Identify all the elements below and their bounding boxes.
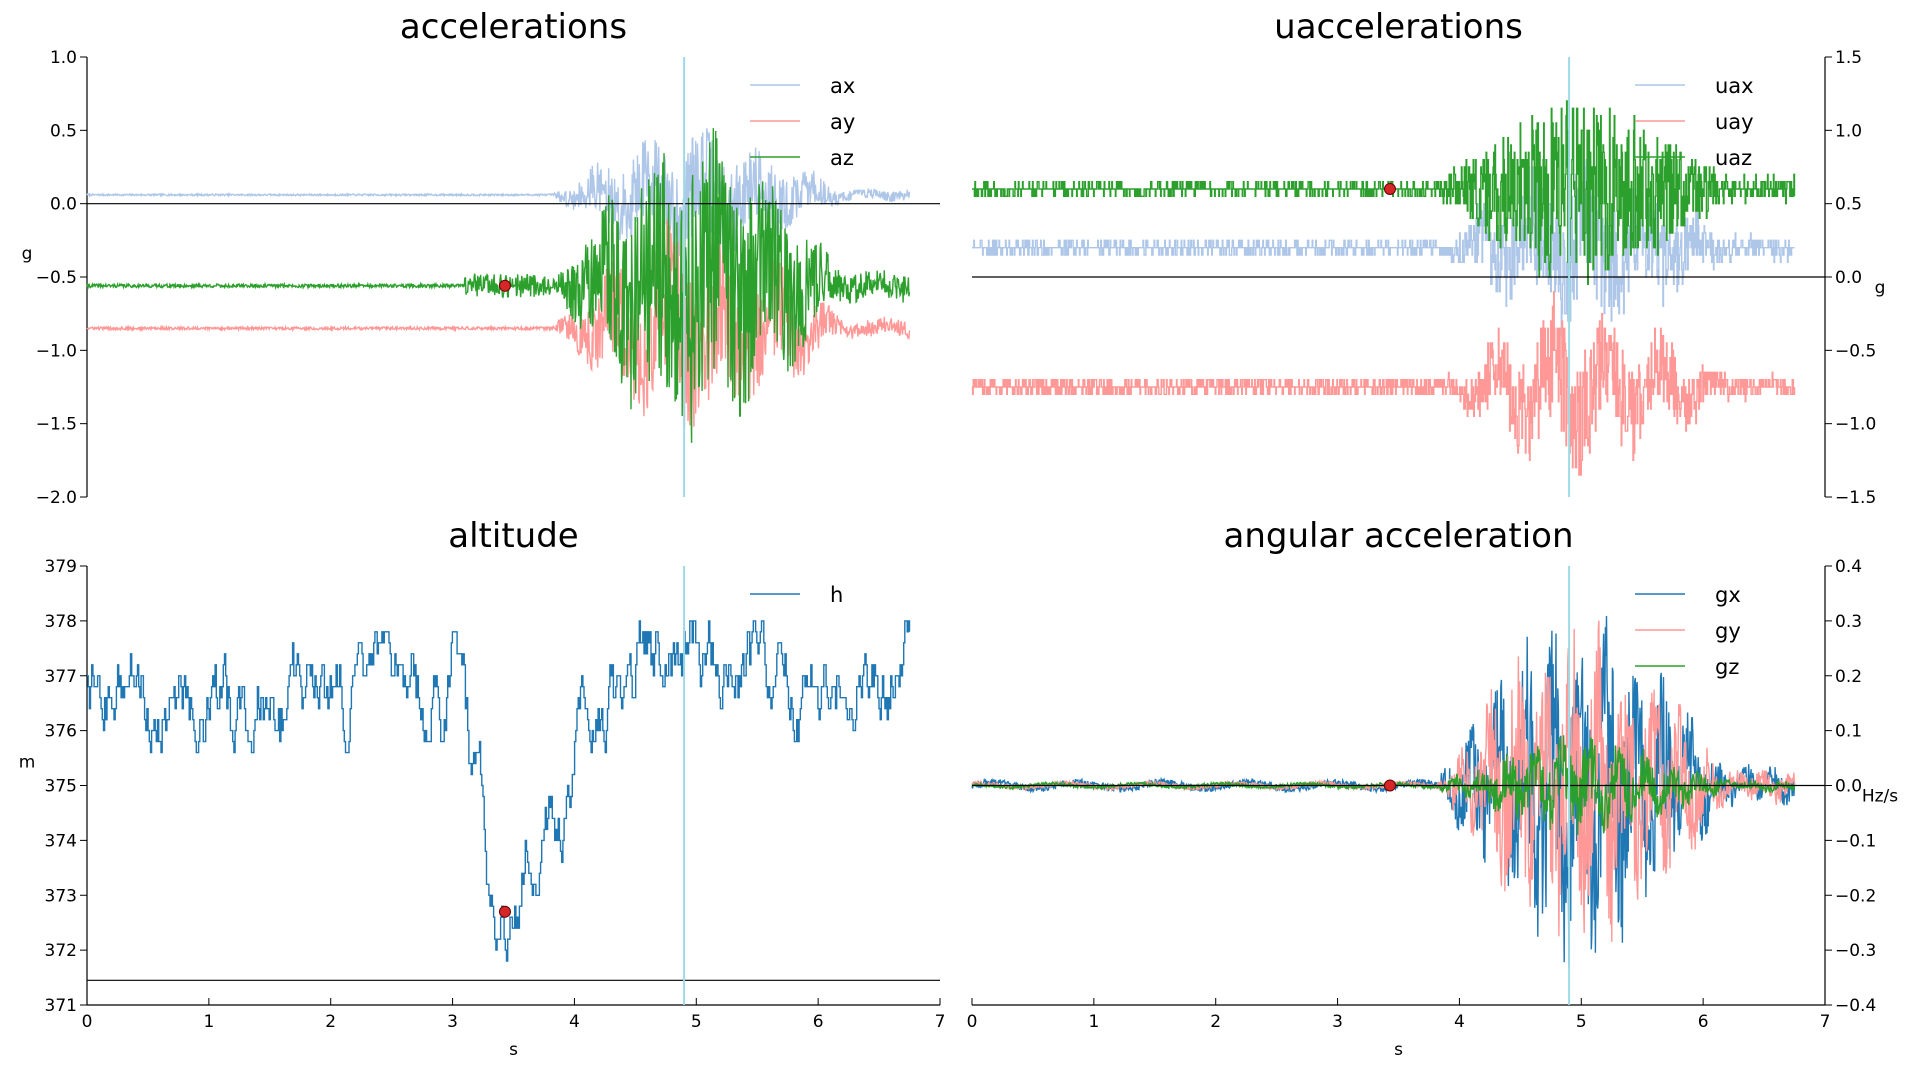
series-line-uaz <box>972 100 1796 285</box>
x-axis-label: s <box>1394 1040 1403 1060</box>
y-tick-label: 1.0 <box>1835 121 1862 141</box>
chart-1: uaccelerations 1.5 1.0 0.5 0.0 −0.5 −1.0 −1.5 g u… <box>971 7 1886 508</box>
marker-point <box>498 279 511 292</box>
y-tick-label: 375 <box>45 777 77 797</box>
x-tick-label: 0 <box>82 1012 93 1032</box>
x-tick-label: 0 <box>967 1012 978 1032</box>
chart-0: accelerations 1.0 0.5 0.0 −0.5 −1.0 −1.5 −2.0 g a… <box>22 7 940 508</box>
legend-label-uay: uay <box>1715 110 1754 134</box>
x-tick-label: 7 <box>935 1012 946 1032</box>
chart-3: angular acceleration 0.4 0.3 0.2 0.1 0.0 −0.1 −… <box>967 516 1899 1060</box>
y-tick-label: 0.0 <box>50 195 77 215</box>
y-tick-label: 378 <box>45 612 77 632</box>
x-tick-label: 2 <box>1210 1012 1221 1032</box>
y-tick-label: −1.0 <box>1835 415 1876 435</box>
legend-label-h: h <box>830 583 843 607</box>
series-line-az <box>86 128 911 443</box>
x-tick-label: 5 <box>1576 1012 1587 1032</box>
chart-title: accelerations <box>400 7 627 47</box>
y-tick-label: −1.5 <box>1835 488 1876 508</box>
y-axis-label: g <box>22 244 33 264</box>
y-tick-label: 1.5 <box>1835 48 1862 68</box>
x-tick-label: 2 <box>325 1012 336 1032</box>
x-tick-label: 4 <box>569 1012 580 1032</box>
legend-label-gy: gy <box>1715 619 1741 643</box>
y-tick-label: −0.5 <box>36 268 77 288</box>
y-tick-label: 0.0 <box>1835 777 1862 797</box>
y-tick-label: 0.3 <box>1835 612 1862 632</box>
x-tick-label: 6 <box>813 1012 824 1032</box>
y-tick-label: 0.0 <box>1835 268 1862 288</box>
x-tick-label: 7 <box>1820 1012 1831 1032</box>
x-tick-label: 1 <box>1088 1012 1099 1032</box>
y-tick-label: −1.5 <box>36 415 77 435</box>
legend-label-uaz: uaz <box>1715 146 1752 170</box>
legend-label-uax: uax <box>1715 74 1754 98</box>
y-tick-label: 376 <box>45 722 77 742</box>
y-tick-label: −0.4 <box>1835 996 1876 1016</box>
series-line-uay <box>971 291 1796 476</box>
legend-label-ax: ax <box>830 74 855 98</box>
y-tick-label: 373 <box>45 886 77 906</box>
marker-point <box>498 905 511 918</box>
y-tick-label: 0.5 <box>50 121 77 141</box>
series-line-gy <box>971 620 1796 942</box>
y-tick-label: 0.4 <box>1835 557 1862 577</box>
y-axis-label: g <box>1875 278 1886 298</box>
x-tick-label: 5 <box>691 1012 702 1032</box>
series-line-h <box>87 620 911 962</box>
y-tick-label: 377 <box>45 667 77 687</box>
y-tick-label: 0.5 <box>1835 195 1862 215</box>
x-tick-label: 6 <box>1698 1012 1709 1032</box>
chart-title: uaccelerations <box>1274 7 1523 47</box>
y-tick-label: −0.5 <box>1835 341 1876 361</box>
y-tick-label: −0.2 <box>1835 886 1876 906</box>
x-tick-label: 3 <box>447 1012 458 1032</box>
marker-point <box>1383 779 1396 792</box>
x-tick-label: 3 <box>1332 1012 1343 1032</box>
x-tick-label: 4 <box>1454 1012 1465 1032</box>
x-tick-label: 1 <box>203 1012 214 1032</box>
legend-label-gz: gz <box>1715 655 1739 679</box>
marker-point <box>1383 183 1396 195</box>
x-axis-label: s <box>509 1040 518 1060</box>
y-tick-label: 371 <box>45 996 77 1016</box>
y-tick-label: 0.1 <box>1835 722 1862 742</box>
y-tick-label: 1.0 <box>50 48 77 68</box>
y-tick-label: 374 <box>45 831 77 851</box>
y-tick-label: −2.0 <box>36 488 77 508</box>
y-axis-label: m <box>19 753 36 773</box>
y-tick-label: 372 <box>45 941 77 961</box>
y-tick-label: −1.0 <box>36 341 77 361</box>
y-tick-label: 379 <box>45 557 77 577</box>
y-tick-label: 0.2 <box>1835 667 1862 687</box>
chart-title: angular acceleration <box>1223 516 1573 556</box>
series-line-uax <box>972 151 1795 337</box>
legend-label-gx: gx <box>1715 583 1741 607</box>
y-tick-label: −0.1 <box>1835 831 1876 851</box>
legend-label-az: az <box>830 146 854 170</box>
legend-label-ay: ay <box>830 110 855 134</box>
y-axis-label: Hz/s <box>1862 787 1898 807</box>
y-tick-label: −0.3 <box>1835 941 1876 961</box>
chart-title: altitude <box>448 516 578 556</box>
